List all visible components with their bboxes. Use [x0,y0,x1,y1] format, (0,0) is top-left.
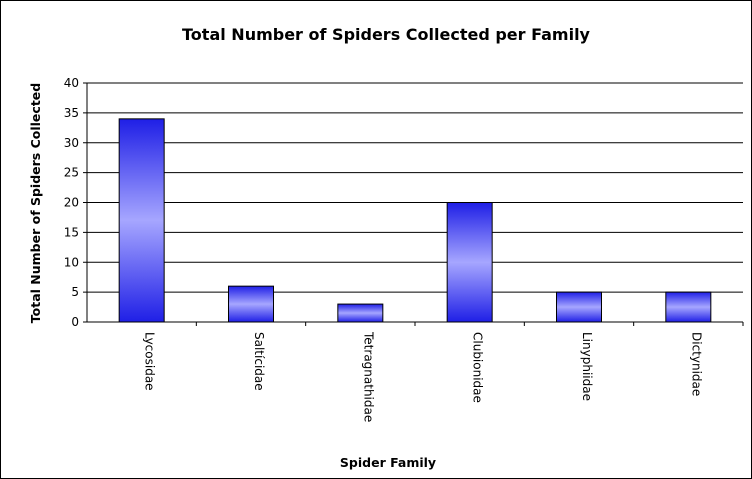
bar-lycosidae [118,118,165,323]
y-tick-label: 15 [64,225,79,239]
x-category-label: Clubionidae [471,332,485,403]
bar-tetragnathidae [337,303,384,323]
y-tick-label: 20 [64,196,79,210]
y-tick-label: 10 [64,255,79,269]
bars [118,118,712,323]
x-category-label: Saltícidae [252,332,266,391]
chart-title: Total Number of Spiders Collected per Fa… [182,25,591,44]
x-axis-title: Spider Family [340,455,436,470]
y-tick-label: 5 [71,285,79,299]
bar-saltícidae [228,285,274,323]
y-tick-label: 40 [64,76,79,90]
x-axis-categories: Lycosidae Saltícidae Tetragnathidae Clubion… [143,322,744,422]
y-tick-label: 0 [71,315,79,329]
y-tick-label: 35 [64,106,79,120]
bar-clubionidae [446,202,493,323]
x-category-label: Dictynidae [689,332,703,396]
gridlines [87,82,743,293]
x-category-label: Linyphiidae [580,332,594,401]
bar-dictynidae [665,291,712,323]
y-tick-label: 25 [64,166,79,180]
x-category-label: Tetragnathidae [361,331,375,422]
y-axis-ticks: 0 5 10 15 20 25 30 35 40 [64,76,87,329]
x-category-label: Lycosidae [143,332,157,391]
y-axis-title: Total Number of Spiders Collected [28,83,43,323]
y-tick-label: 30 [64,136,79,150]
bar-linyphiidae [556,291,602,323]
